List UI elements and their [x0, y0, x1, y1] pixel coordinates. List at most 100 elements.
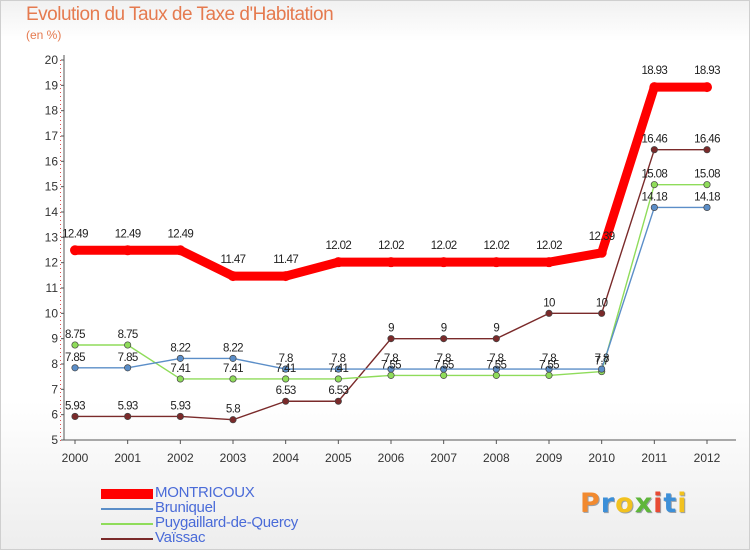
data-label: 18.93 [641, 65, 667, 77]
data-label: 12.49 [62, 228, 88, 240]
data-label: 9 [441, 323, 447, 335]
data-point [175, 245, 186, 256]
y-tick-label: 19 [45, 78, 59, 92]
y-axis-minor-tick [60, 180, 61, 181]
y-axis-minor-tick [60, 212, 61, 213]
y-axis-minor-tick [60, 268, 61, 269]
y-tick-label: 12 [45, 256, 59, 270]
y-axis-minor-tick [60, 364, 61, 365]
chart-title: Evolution du Taux de Taxe d'Habitation [26, 4, 334, 25]
y-axis-minor-tick [60, 72, 61, 73]
y-axis-minor-tick [60, 276, 61, 277]
data-point [71, 412, 79, 420]
y-axis-minor-tick [60, 304, 61, 305]
y-axis-minor-tick [60, 296, 61, 297]
y-axis-minor-tick [60, 416, 61, 417]
y-axis-minor-tick [60, 252, 61, 253]
data-point [124, 364, 132, 372]
y-axis-minor-tick [60, 124, 61, 125]
y-axis-minor-tick [60, 324, 61, 325]
y-axis-minor-tick [60, 196, 61, 197]
y-axis-minor-tick [60, 172, 61, 173]
y-axis-minor-tick [60, 320, 61, 321]
y-axis-minor-tick [60, 152, 61, 153]
x-tick-label: 2005 [325, 451, 352, 465]
y-axis-minor-tick [60, 340, 61, 341]
y-axis-minor-tick [60, 408, 61, 409]
brand-letter: r [600, 488, 616, 519]
y-axis-minor-tick [60, 440, 61, 441]
data-label: 7.41 [276, 363, 296, 375]
y-axis-minor-tick [60, 220, 61, 221]
data-point [71, 341, 79, 349]
y-axis-minor-tick [60, 148, 61, 149]
y-tick-label: 5 [51, 433, 58, 447]
data-point [229, 354, 237, 362]
y-axis-minor-tick [60, 420, 61, 421]
y-axis-minor-tick [60, 352, 61, 353]
y-axis-minor-tick [60, 428, 61, 429]
y-axis-minor-tick [60, 96, 61, 97]
y-axis-minor-tick [60, 328, 61, 329]
data-point [122, 245, 133, 256]
data-point [649, 82, 660, 93]
y-axis-minor-tick [60, 372, 61, 373]
brand-letter: P [580, 488, 601, 519]
y-axis-minor-tick [60, 256, 61, 257]
data-point [703, 203, 711, 211]
data-point [124, 412, 132, 420]
data-label: 5.93 [170, 400, 190, 412]
data-point [598, 309, 606, 317]
data-point [70, 245, 80, 256]
brand-logo: Proxiti [580, 488, 688, 519]
y-axis-minor-tick [60, 236, 61, 237]
data-label: 5.8 [226, 404, 240, 416]
data-label: 12.49 [115, 228, 141, 240]
data-label: 10 [543, 297, 555, 309]
brand-letter: x [634, 488, 654, 519]
y-axis-minor-tick [60, 116, 61, 117]
y-axis-minor-tick [60, 228, 61, 229]
y-axis-minor-tick [60, 316, 61, 317]
legend-label: MONTRICOUX [155, 484, 255, 501]
y-axis-minor-tick [60, 240, 61, 241]
x-tick-label: 2011 [641, 451, 667, 465]
data-point [176, 412, 184, 420]
y-axis-minor-tick [60, 136, 61, 137]
y-axis-minor-tick [60, 396, 61, 397]
data-point [333, 257, 344, 268]
data-point [334, 397, 342, 405]
data-point [387, 371, 395, 379]
y-tick-label: 7 [51, 382, 58, 396]
data-label: 6.53 [328, 385, 348, 397]
y-axis-minor-tick [60, 80, 61, 81]
brand-letter: i [677, 488, 688, 519]
y-axis-minor-tick [60, 132, 61, 133]
data-label: 12.02 [536, 240, 562, 252]
y-tick-label: 13 [45, 230, 59, 244]
data-label: 7.41 [328, 363, 348, 375]
data-label: 6.53 [276, 385, 296, 397]
y-axis-minor-tick [60, 168, 61, 169]
data-point [596, 247, 607, 258]
y-tick-label: 9 [51, 332, 58, 346]
data-point [280, 271, 291, 282]
legend-swatch [101, 523, 153, 525]
data-label: 7.41 [170, 363, 190, 375]
y-axis-minor-tick [60, 92, 61, 93]
data-label: 11.47 [221, 254, 246, 266]
y-axis-minor-tick [60, 128, 61, 129]
data-point [176, 375, 184, 383]
y-axis-minor-tick [60, 388, 61, 389]
legend-swatch [101, 538, 153, 540]
data-point [545, 371, 553, 379]
y-axis-minor-tick [60, 100, 61, 101]
data-label: 7.55 [539, 359, 559, 371]
y-axis-minor-tick [60, 360, 61, 361]
y-axis-minor-tick [60, 104, 61, 105]
y-axis-minor-tick [60, 400, 61, 401]
data-point [650, 146, 658, 154]
legend-swatch [101, 489, 153, 499]
y-axis-minor-tick [60, 156, 61, 157]
